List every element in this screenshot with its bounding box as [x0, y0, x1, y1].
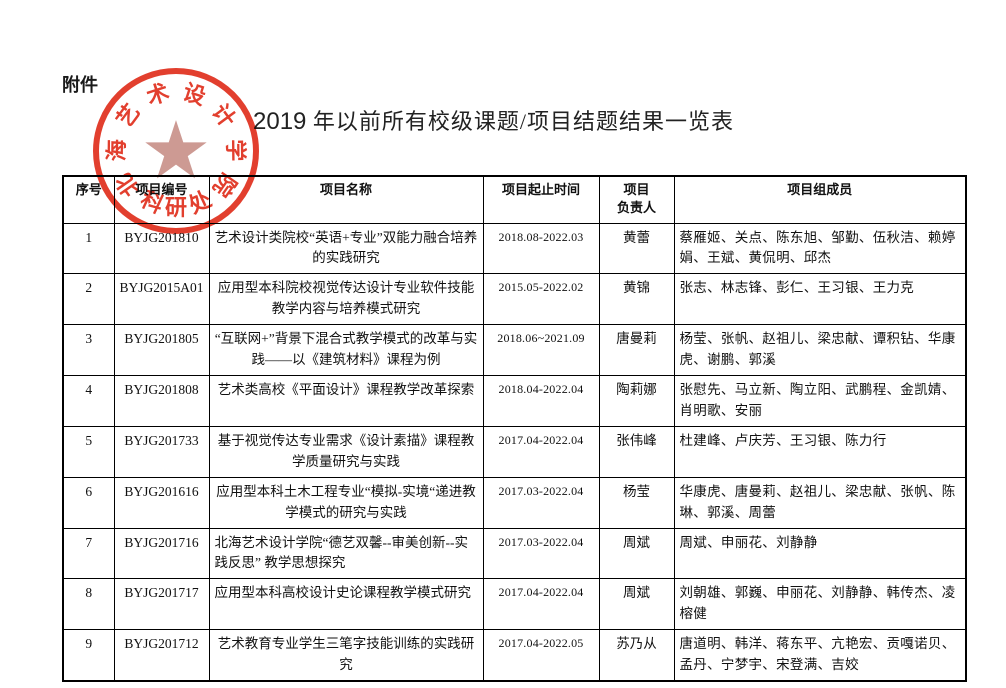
cell-name: 艺术设计类院校“英语+专业”双能力融合培养的实践研究: [208, 222, 484, 275]
cell-leader: 苏乃从: [598, 629, 675, 682]
projects-results-table: 序号 项目编号 项目名称 项目起止时间 项目 负责人 项目组成员 1 BYJG2…: [62, 175, 967, 683]
table-row: 9 BYJG201712 艺术教育专业学生三笔字技能训练的实践研究 2017.0…: [62, 629, 967, 682]
cell-members: 刘朝雄、郭巍、申丽花、刘静静、韩传杰、凌榕健: [673, 578, 967, 631]
cell-leader: 黄锦: [598, 273, 675, 326]
title-year: 2019: [253, 108, 307, 135]
cell-no: 3: [62, 324, 115, 377]
table-row: 4 BYJG201808 艺术类高校《平面设计》课程教学改革探索 2018.04…: [62, 375, 967, 427]
stamp-arc-char: 设: [179, 79, 209, 110]
cell-leader: 周斌: [598, 578, 675, 631]
cell-leader: 黄蕾: [598, 222, 675, 275]
cell-leader: 周斌: [598, 527, 675, 580]
cell-members: 周斌、申丽花、刘静静: [673, 527, 967, 580]
cell-code: BYJG201733: [113, 425, 210, 478]
col-header-name: 项目名称: [208, 175, 484, 224]
stamp-arc-char: 海: [103, 139, 130, 162]
cell-period: 2018.04-2022.04: [482, 375, 600, 427]
cell-name: 艺术教育专业学生三笔字技能训练的实践研究: [208, 629, 484, 682]
cell-period: 2017.04-2022.04: [482, 425, 600, 478]
cell-no: 1: [62, 222, 115, 275]
cell-code: BYJG201716: [113, 527, 210, 580]
col-header-leader: 项目 负责人: [598, 175, 675, 224]
col-header-code: 项目编号: [113, 175, 210, 224]
cell-no: 9: [62, 629, 115, 682]
cell-code: BYJG201616: [113, 476, 210, 529]
cell-no: 4: [62, 375, 115, 427]
cell-period: 2015.05-2022.02: [482, 273, 600, 326]
cell-no: 5: [62, 425, 115, 478]
cell-members: 华康虎、唐曼莉、赵祖儿、梁忠献、张帆、陈琳、郭溪、周蕾: [673, 476, 967, 529]
attachment-label: 附件: [62, 75, 98, 95]
cell-members: 杜建峰、卢庆芳、王习银、陈力行: [673, 425, 967, 478]
cell-members: 唐道明、韩洋、蒋东平、亢艳宏、贡嘎诺贝、孟丹、宁梦宇、宋登满、吉姣: [673, 629, 967, 682]
cell-code: BYJG201717: [113, 578, 210, 631]
table-header-row: 序号 项目编号 项目名称 项目起止时间 项目 负责人 项目组成员: [62, 175, 967, 224]
cell-members: 张志、林志锋、彭仁、王习银、王力克: [673, 273, 967, 326]
table-row: 2 BYJG2015A01 应用型本科院校视觉传达设计专业软件技能教学内容与培养…: [62, 273, 967, 326]
stamp-arc-char: 术: [143, 79, 173, 110]
cell-period: 2017.04-2022.05: [482, 629, 600, 682]
cell-leader: 唐曼莉: [598, 324, 675, 377]
cell-code: BYJG201805: [113, 324, 210, 377]
stamp-arc-char: 艺: [111, 99, 145, 132]
table-row: 6 BYJG201616 应用型本科土木工程专业“模拟-实境“递进教学模式的研究…: [62, 476, 967, 529]
cell-period: 2018.08-2022.03: [482, 222, 600, 275]
cell-no: 8: [62, 578, 115, 631]
cell-name: “互联网+”背景下混合式教学模式的改革与实践——以《建筑材料》课程为例: [208, 324, 484, 377]
cell-name: 艺术类高校《平面设计》课程教学改革探索: [208, 375, 484, 427]
stamp-arc-char: 计: [207, 99, 241, 132]
col-header-period: 项目起止时间: [482, 175, 600, 224]
table-row: 3 BYJG201805 “互联网+”背景下混合式教学模式的改革与实践——以《建…: [62, 324, 967, 377]
cell-leader: 陶莉娜: [598, 375, 675, 427]
page-title: 2019 年以前所有校级课题/项目结题结果一览表: [253, 104, 734, 136]
cell-leader: 杨莹: [598, 476, 675, 529]
cell-name: 应用型本科院校视觉传达设计专业软件技能教学内容与培养模式研究: [208, 273, 484, 326]
table-row: 5 BYJG201733 基于视觉传达专业需求《设计素描》课程教学质量研究与实践…: [62, 425, 967, 478]
cell-members: 杨莹、张帆、赵祖儿、梁忠献、谭积钻、华康虎、谢鹏、郭溪: [673, 324, 967, 377]
col-header-no: 序号: [62, 175, 115, 224]
col-header-members: 项目组成员: [673, 175, 967, 224]
cell-name: 应用型本科高校设计史论课程教学模式研究: [208, 578, 484, 631]
cell-no: 2: [62, 273, 115, 326]
cell-members: 张慰先、马立新、陶立阳、武鹏程、金凯婧、肖明歌、安丽: [673, 375, 967, 427]
cell-code: BYJG2015A01: [113, 273, 210, 326]
cell-period: 2017.03-2022.04: [482, 476, 600, 529]
cell-code: BYJG201712: [113, 629, 210, 682]
cell-members: 蔡雁姬、关点、陈东旭、邹勤、伍秋洁、赖婷娟、王斌、黄侃明、邱杰: [673, 222, 967, 275]
cell-name: 基于视觉传达专业需求《设计素描》课程教学质量研究与实践: [208, 425, 484, 478]
cell-period: 2018.06~2021.09: [482, 324, 600, 377]
cell-name: 应用型本科土木工程专业“模拟-实境“递进教学模式的研究与实践: [208, 476, 484, 529]
cell-period: 2017.03-2022.04: [482, 527, 600, 580]
table-row: 8 BYJG201717 应用型本科高校设计史论课程教学模式研究 2017.04…: [62, 578, 967, 631]
cell-period: 2017.04-2022.04: [482, 578, 600, 631]
cell-leader: 张伟峰: [598, 425, 675, 478]
cell-no: 7: [62, 527, 115, 580]
cell-no: 6: [62, 476, 115, 529]
cell-name: 北海艺术设计学院“德艺双馨--审美创新--实践反思” 教学思想探究: [208, 527, 484, 580]
table-row: 7 BYJG201716 北海艺术设计学院“德艺双馨--审美创新--实践反思” …: [62, 527, 967, 580]
stamp-arc-char: 学: [222, 139, 249, 162]
cell-code: BYJG201810: [113, 222, 210, 275]
title-text: 年以前所有校级课题/项目结题结果一览表: [306, 109, 735, 134]
cell-code: BYJG201808: [113, 375, 210, 427]
table-row: 1 BYJG201810 艺术设计类院校“英语+专业”双能力融合培养的实践研究 …: [62, 222, 967, 275]
